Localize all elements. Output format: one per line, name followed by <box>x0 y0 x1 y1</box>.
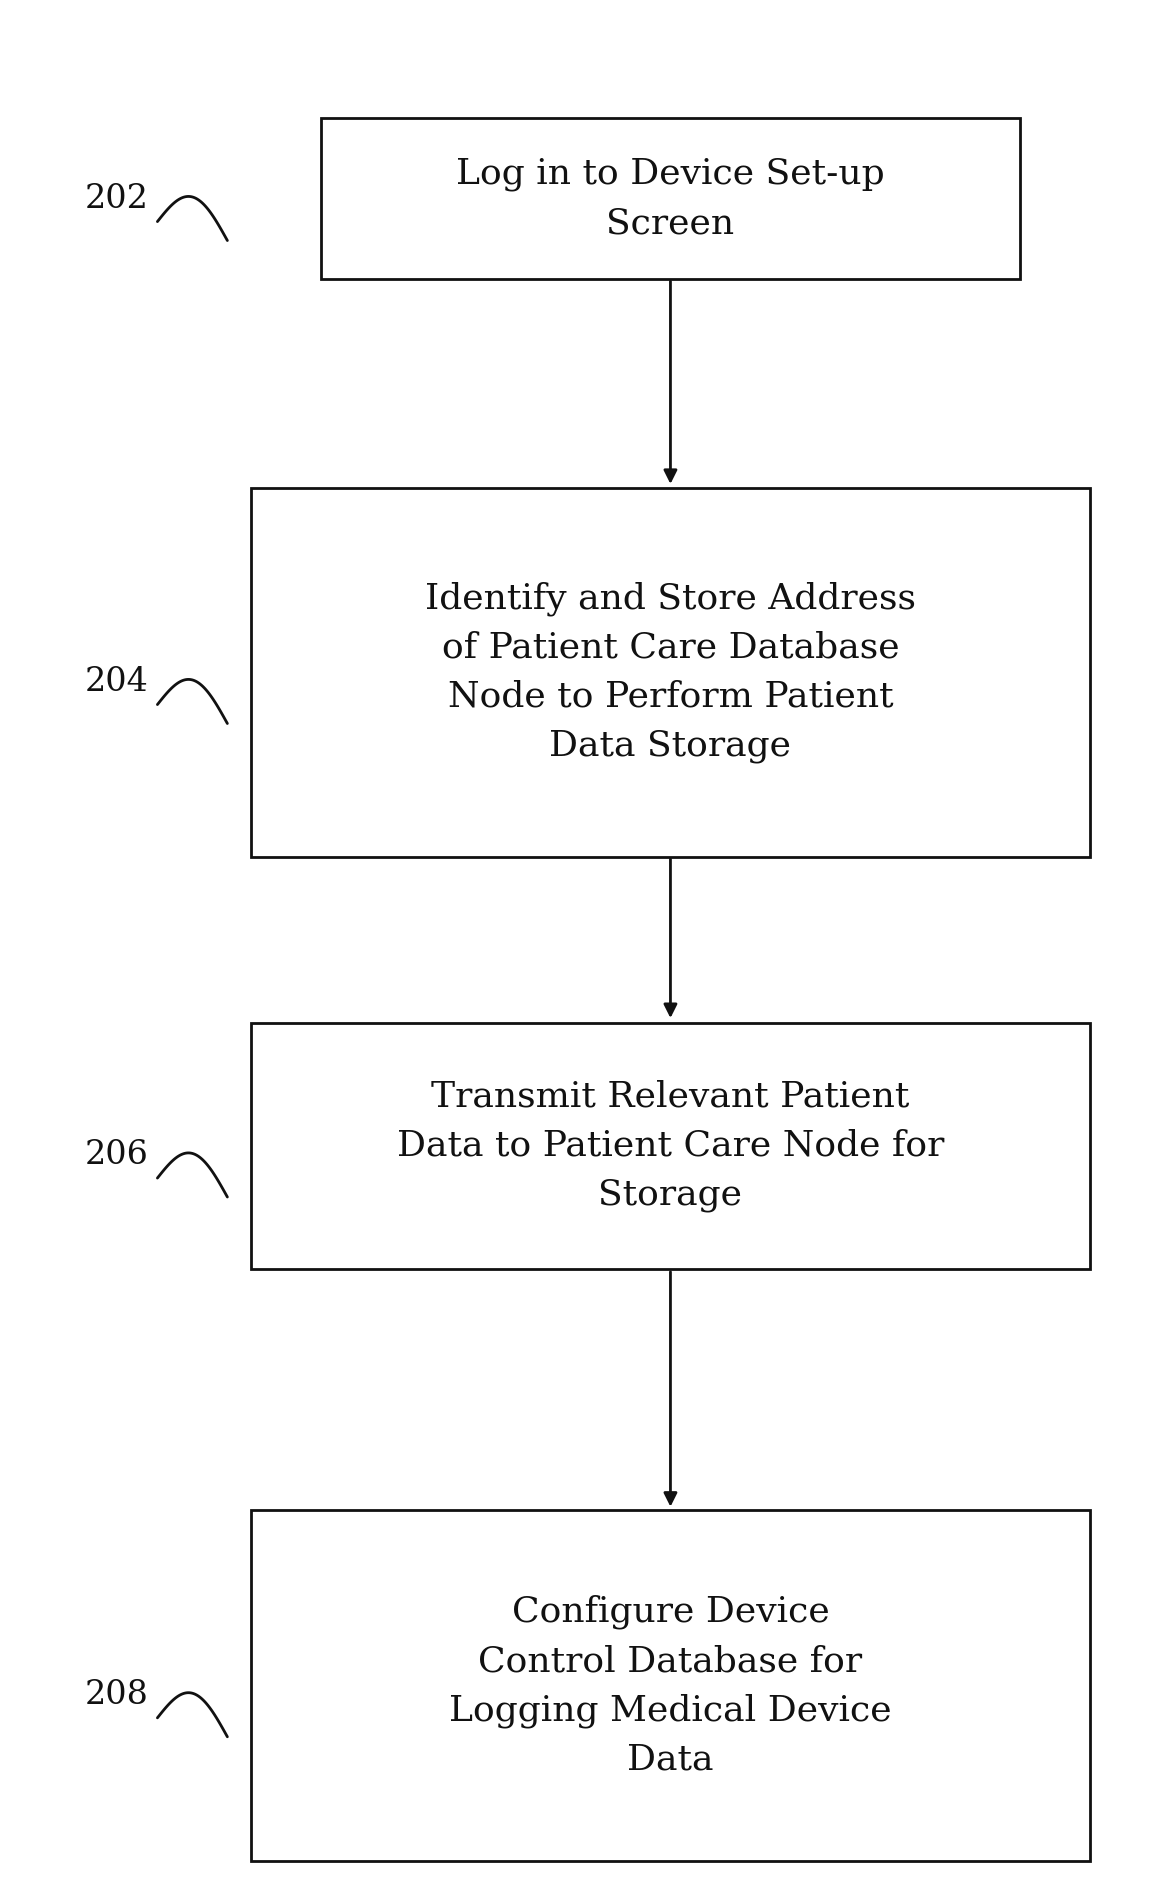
FancyBboxPatch shape <box>251 489 1090 856</box>
Text: 202: 202 <box>85 184 148 214</box>
Text: Transmit Relevant Patient
Data to Patient Care Node for
Storage: Transmit Relevant Patient Data to Patien… <box>396 1080 944 1212</box>
Text: Log in to Device Set-up
Screen: Log in to Device Set-up Screen <box>456 157 885 241</box>
FancyBboxPatch shape <box>251 1511 1090 1860</box>
Text: Configure Device
Control Database for
Logging Medical Device
Data: Configure Device Control Database for Lo… <box>449 1595 892 1777</box>
Text: 208: 208 <box>85 1680 148 1710</box>
Text: Identify and Store Address
of Patient Care Database
Node to Perform Patient
Data: Identify and Store Address of Patient Ca… <box>424 581 916 763</box>
FancyBboxPatch shape <box>251 1023 1090 1269</box>
FancyBboxPatch shape <box>321 117 1020 278</box>
Text: 204: 204 <box>85 667 148 697</box>
Text: 206: 206 <box>85 1140 148 1170</box>
